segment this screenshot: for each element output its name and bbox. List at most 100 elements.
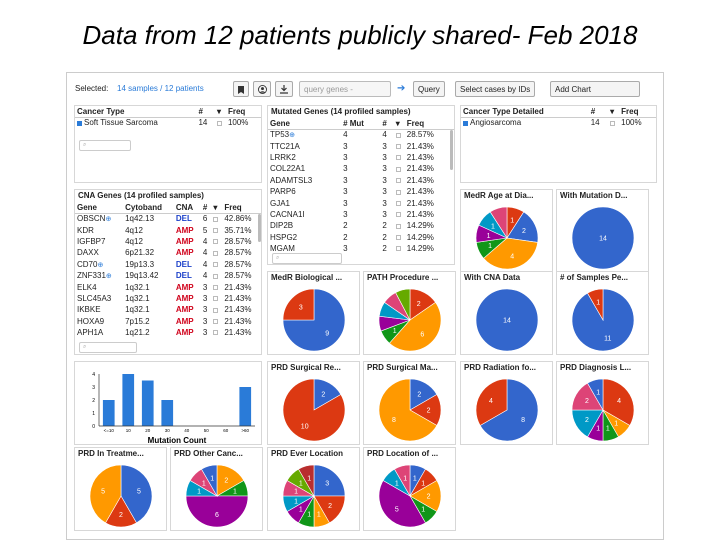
checkbox[interactable] xyxy=(213,307,219,313)
pie-slice[interactable] xyxy=(313,464,346,497)
column-header[interactable]: # xyxy=(380,118,394,130)
column-header[interactable]: Cytoband xyxy=(123,202,174,214)
column-header[interactable]: Gene xyxy=(75,202,124,214)
query-genes-input[interactable]: query genes - xyxy=(299,81,391,97)
table-row[interactable]: Soft Tissue Sarcoma 14 100% xyxy=(75,117,261,128)
column-header[interactable]: # xyxy=(588,106,609,118)
download-icon[interactable] xyxy=(275,81,293,97)
search-input[interactable]: ⌕ xyxy=(272,253,342,264)
column-header[interactable]: Freq xyxy=(404,118,454,130)
bookmark-icon[interactable] xyxy=(233,81,249,97)
checkbox[interactable] xyxy=(395,166,401,172)
pie-slice[interactable] xyxy=(282,378,346,442)
pie-slice[interactable] xyxy=(389,301,442,352)
column-header[interactable]: Freq xyxy=(222,202,261,214)
column-header[interactable]: Cancer Type Detailed xyxy=(461,106,589,118)
checkbox[interactable] xyxy=(395,178,401,184)
checkbox[interactable] xyxy=(213,262,219,268)
table-row[interactable]: PARP6 3 3 21.43% xyxy=(270,187,434,197)
checkbox[interactable] xyxy=(213,296,219,302)
checkbox[interactable] xyxy=(395,246,401,252)
table-row[interactable]: APH1A 1q21.2 AMP 3 21.43% xyxy=(77,328,252,338)
pie-slice[interactable] xyxy=(587,378,604,412)
sort-icon[interactable]: ▾ xyxy=(211,202,223,214)
arrow-right-icon[interactable]: ➔ xyxy=(397,83,406,94)
pie-slice[interactable] xyxy=(479,378,539,442)
pie-slice[interactable] xyxy=(282,288,346,352)
table-row[interactable]: ADAMTSL3 3 3 21.43% xyxy=(270,175,434,185)
checkbox[interactable] xyxy=(395,235,401,241)
checkbox[interactable] xyxy=(213,284,219,290)
pie-slice[interactable] xyxy=(394,464,411,498)
table-row[interactable]: HSPG2 2 2 14.29% xyxy=(270,232,434,242)
table-row[interactable]: CD70⊕ 19p13.3 DEL 4 28.57% xyxy=(77,259,252,269)
pie-slice[interactable] xyxy=(378,378,438,442)
pie-slice[interactable] xyxy=(587,288,604,322)
bar[interactable] xyxy=(239,387,252,426)
sort-icon[interactable]: ▾ xyxy=(214,106,226,118)
table-row[interactable]: MGAM 3 2 14.29% xyxy=(270,244,434,254)
pie-slice[interactable] xyxy=(298,464,315,498)
checkbox[interactable] xyxy=(213,330,219,336)
table-row[interactable]: GJA1 3 3 21.43% xyxy=(270,198,434,208)
checkbox[interactable] xyxy=(213,273,219,279)
checkbox[interactable] xyxy=(213,319,219,325)
sort-icon[interactable]: ▾ xyxy=(393,118,405,130)
table-row[interactable]: IGFBP7 4q12 AMP 4 28.57% xyxy=(77,236,252,246)
table-row[interactable]: KDR 4q12 AMP 5 35.71% xyxy=(77,225,252,235)
checkbox[interactable] xyxy=(610,120,616,126)
pie-slice[interactable] xyxy=(475,288,539,352)
pie-slice[interactable] xyxy=(571,206,635,270)
add-chart-button[interactable]: Add Chart xyxy=(550,81,640,97)
checkbox[interactable] xyxy=(395,212,401,218)
column-header[interactable]: # xyxy=(196,106,215,118)
pie-slice[interactable] xyxy=(120,464,153,524)
table-row[interactable]: HOXA9 7p15.2 AMP 3 21.43% xyxy=(77,316,252,326)
scrollbar[interactable] xyxy=(258,214,261,242)
bar[interactable] xyxy=(161,400,174,426)
table-row[interactable]: DIP2B 2 2 14.29% xyxy=(270,221,434,231)
user-icon[interactable] xyxy=(253,81,271,97)
checkbox[interactable] xyxy=(395,200,401,206)
info-icon[interactable]: ⊕ xyxy=(289,132,295,140)
column-header[interactable]: # xyxy=(200,202,212,214)
table-row[interactable]: ZNF331⊕ 19q13.42 DEL 4 28.57% xyxy=(77,271,252,281)
column-header[interactable]: Freq xyxy=(225,106,261,118)
table-row[interactable]: IKBKE 1q32.1 AMP 3 21.43% xyxy=(77,305,252,315)
table-row[interactable]: ELK4 1q32.1 AMP 3 21.43% xyxy=(77,282,252,292)
table-row[interactable]: COL22A1 3 3 21.43% xyxy=(270,164,434,174)
scrollbar[interactable] xyxy=(450,130,453,170)
table-row[interactable]: LRRK2 3 3 21.43% xyxy=(270,152,434,162)
column-header[interactable]: # Mut xyxy=(341,118,381,130)
checkbox[interactable] xyxy=(395,132,401,138)
query-button[interactable]: Query xyxy=(413,81,445,97)
pie-slice[interactable] xyxy=(282,288,315,321)
pie-slice[interactable] xyxy=(378,480,426,528)
checkbox[interactable] xyxy=(395,155,401,161)
pie-slice[interactable] xyxy=(185,495,249,528)
select-cases-button[interactable]: Select cases by IDs xyxy=(455,81,536,97)
info-icon[interactable]: ⊕ xyxy=(105,216,112,224)
pie-slice[interactable] xyxy=(89,464,122,524)
checkbox[interactable] xyxy=(216,120,222,126)
info-icon[interactable]: ⊕ xyxy=(105,273,112,281)
pie-slice[interactable] xyxy=(475,378,508,426)
sort-icon[interactable]: ▾ xyxy=(608,106,620,118)
table-row[interactable]: TP53⊕ 4 4 28.57% xyxy=(270,130,434,140)
checkbox[interactable] xyxy=(213,227,219,233)
checkbox[interactable] xyxy=(395,189,401,195)
pie-slice[interactable] xyxy=(489,206,508,240)
column-header[interactable]: Gene xyxy=(268,118,342,130)
column-header[interactable]: CNA xyxy=(173,202,201,214)
column-header[interactable]: Freq xyxy=(619,106,656,118)
checkbox[interactable] xyxy=(213,216,219,222)
checkbox[interactable] xyxy=(395,143,401,149)
table-row[interactable]: TTC21A 3 3 21.43% xyxy=(270,141,434,151)
pie-slice[interactable] xyxy=(483,237,539,270)
column-header[interactable]: Cancer Type xyxy=(75,106,197,118)
info-icon[interactable]: ⊕ xyxy=(97,261,104,269)
table-row[interactable]: DAXX 6p21.32 AMP 4 28.57% xyxy=(77,248,252,258)
table-row[interactable]: OBSCN⊕ 1q42.13 DEL 6 42.86% xyxy=(77,214,252,224)
bar[interactable] xyxy=(102,400,115,426)
table-row[interactable]: CACNA1I 3 3 21.43% xyxy=(270,209,434,219)
